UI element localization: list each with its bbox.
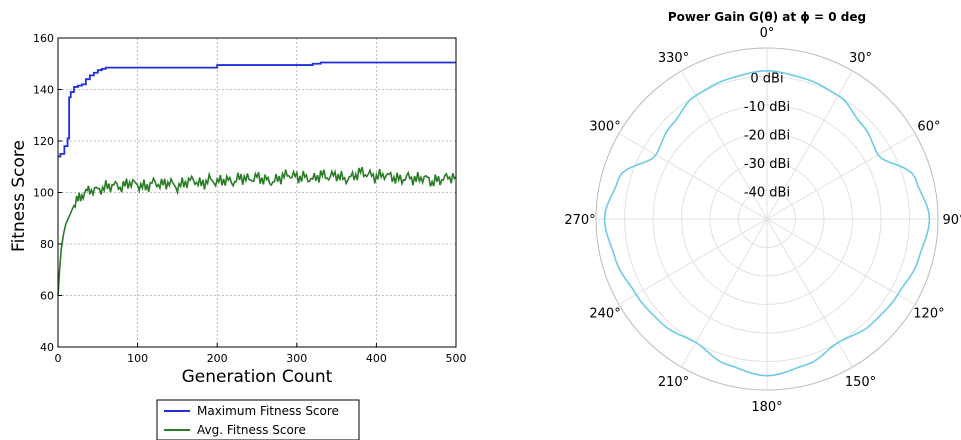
polar-gridlines xyxy=(595,47,939,391)
polar-angle-label: 120° xyxy=(913,307,944,322)
x-tick-label: 200 xyxy=(207,352,228,365)
y-tick-label: 60 xyxy=(40,290,54,303)
y-tick-label: 160 xyxy=(33,32,54,45)
left-y-axis-label: Fitness Score xyxy=(9,140,29,252)
y-tick-label: 100 xyxy=(33,187,54,200)
left-plot-frame xyxy=(57,37,457,348)
left-legend: Maximum Fitness Score Avg. Fitness Score xyxy=(156,399,360,440)
y-tick-label: 40 xyxy=(40,341,54,354)
polar-title: Power Gain G(θ) at ϕ = 0 deg xyxy=(668,10,866,24)
polar-radial-labels: 0 dBi -10 dBi -20 dBi -30 dBi -40 dBi xyxy=(744,72,790,201)
left-y-ticks: 40 60 80 100 120 140 160 xyxy=(33,32,62,354)
polar-angle-labels: 0° 30° 60° 90° 120° 150° 180° 210° 240° 270° 300° 3… xyxy=(564,26,961,415)
polar-angle-label: 270° xyxy=(564,213,595,228)
left-gridlines xyxy=(57,37,457,348)
left-series-lines xyxy=(57,61,457,296)
x-tick-label: 100 xyxy=(127,352,148,365)
polar-angle-label: 300° xyxy=(589,120,620,135)
x-tick-label: 500 xyxy=(446,352,467,365)
polar-radial-label: -30 dBi xyxy=(744,157,790,172)
polar-angle-label: 0° xyxy=(760,26,775,41)
polar-angle-label: 330° xyxy=(658,51,689,66)
polar-angle-label: 210° xyxy=(658,375,689,390)
legend-frame xyxy=(156,399,360,440)
polar-spoke xyxy=(618,133,768,220)
polar-spoke xyxy=(766,218,916,305)
fitness-line-chart: 0 100 200 300 400 500 40 60 80 100 120 140 160 Gene… xyxy=(9,32,467,440)
x-tick-label: 300 xyxy=(286,352,307,365)
legend-label-avg: Avg. Fitness Score xyxy=(197,423,306,437)
polar-angle-label: 30° xyxy=(849,51,872,66)
legend-label-max: Maximum Fitness Score xyxy=(197,404,339,418)
polar-angle-label: 90° xyxy=(942,213,961,228)
left-x-ticks: 0 100 200 300 400 500 xyxy=(55,343,467,365)
power-gain-polar-chart: Power Gain G(θ) at ϕ = 0 deg 0° 30° 60° 90°… xyxy=(564,10,961,415)
polar-spoke xyxy=(618,218,768,305)
left-x-axis-label: Generation Count xyxy=(182,367,333,387)
polar-angle-label: 60° xyxy=(917,120,940,135)
polar-gain-curve xyxy=(603,69,931,377)
series-max-fitness-line xyxy=(58,61,456,158)
polar-spoke xyxy=(681,218,768,368)
y-tick-label: 140 xyxy=(33,84,54,97)
y-tick-label: 80 xyxy=(40,238,54,251)
polar-radial-label: -20 dBi xyxy=(744,129,790,144)
polar-spoke xyxy=(766,133,916,220)
polar-angle-label: 150° xyxy=(845,375,876,390)
x-tick-label: 0 xyxy=(55,352,62,365)
polar-radial-label: -40 dBi xyxy=(744,186,790,201)
series-avg-fitness-line xyxy=(57,166,457,296)
polar-radial-label: -10 dBi xyxy=(744,100,790,115)
polar-angle-label: 240° xyxy=(589,307,620,322)
x-tick-label: 400 xyxy=(366,352,387,365)
polar-radial-label: 0 dBi xyxy=(750,72,783,87)
y-tick-label: 120 xyxy=(33,135,54,148)
polar-spoke xyxy=(766,218,853,368)
polar-angle-label: 180° xyxy=(751,400,782,415)
polar-series xyxy=(603,69,931,377)
